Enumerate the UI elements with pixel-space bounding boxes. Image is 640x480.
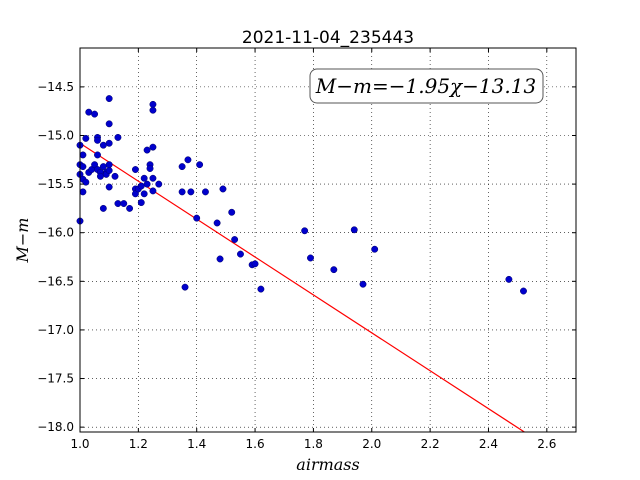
data-point [505,275,513,283]
x-tick-labels: 1.0 1.2 1.4 1.6 1.8 2.0 2.2 2.4 2.6 [70,437,556,451]
data-points [76,95,527,295]
data-point [105,95,113,103]
data-point [307,254,314,262]
data-point [237,250,244,258]
data-point [99,141,107,149]
data-point [149,100,157,108]
data-point [146,165,154,172]
data-point [82,178,90,186]
data-point [120,200,128,207]
data-point [371,245,379,253]
data-point [105,139,113,147]
data-point [96,172,104,180]
data-point [193,214,201,222]
y-tick-label: −15.0 [37,128,74,142]
data-point [178,188,186,196]
axis-ticks [79,48,576,432]
data-point [99,204,107,212]
x-tick-label: 2.2 [421,437,440,451]
data-point [85,108,93,116]
y-tick-label: −14.5 [37,80,74,94]
data-point [126,204,134,212]
data-point [219,185,227,193]
x-tick-label: 2.6 [537,437,556,451]
data-point [149,187,157,195]
data-point [359,280,367,288]
data-point [178,163,186,171]
data-point [301,227,309,235]
annotation-text: M−m=−1.95χ−13.13 [315,74,536,98]
y-axis-label: M−m [13,218,32,264]
y-tick-label: −16.0 [37,226,74,240]
plot-area [80,48,576,432]
fit-equation-annotation: M−m=−1.95χ−13.13 [309,68,544,104]
data-point [143,146,151,154]
x-tick-label: 1.2 [129,437,148,451]
x-tick-label: 1.8 [304,437,323,451]
data-point [131,166,139,173]
data-point [137,182,145,190]
y-tick-label: −17.0 [37,323,74,337]
data-point [137,199,145,207]
data-point [181,283,189,291]
chart-title: 2021-11-04_235443 [242,28,414,48]
data-point [105,161,113,169]
y-tick-label: −16.5 [37,274,74,288]
grid-lines [79,48,576,432]
data-point [79,163,87,171]
data-point [91,110,99,118]
data-point [155,180,163,188]
x-axis-label: airmass [296,455,359,474]
data-point [94,151,101,159]
data-point [140,174,148,182]
x-tick-label: 1.6 [246,437,265,451]
data-point [251,260,259,268]
data-point [111,172,119,180]
data-point [114,133,122,141]
data-point [184,156,192,164]
data-point [257,285,265,293]
data-point [114,200,122,207]
data-point [79,188,87,196]
data-point [82,134,90,142]
data-point [231,236,239,243]
data-point [213,219,221,227]
data-point [330,266,338,274]
x-tick-label: 1.0 [70,437,89,451]
data-point [149,143,157,151]
y-tick-label: −17.5 [37,372,74,386]
data-point [94,136,101,144]
data-point [350,226,358,234]
plot-frame [79,47,577,433]
x-tick-label: 1.4 [187,437,206,451]
data-point [105,120,113,128]
data-point [196,161,204,169]
data-point [520,287,527,295]
data-point [228,208,236,216]
y-tick-label: −15.5 [37,177,74,191]
x-tick-label: 2.0 [362,437,381,451]
y-tick-label: −18.0 [37,420,74,434]
annotation-box [309,68,544,104]
data-point [105,167,113,174]
data-point [140,190,148,198]
data-point [105,183,113,191]
data-point [79,151,87,159]
data-point [149,174,157,182]
data-point [99,163,107,171]
data-point [143,180,151,188]
y-tick-labels: −14.5 −15.0 −15.5 −16.0 −16.5 −17.0 −17.5 −18.0 [37,80,74,434]
data-point [149,106,157,114]
data-point [187,188,195,196]
data-point [216,255,224,263]
x-tick-label: 2.4 [479,437,498,451]
data-point [202,188,209,196]
